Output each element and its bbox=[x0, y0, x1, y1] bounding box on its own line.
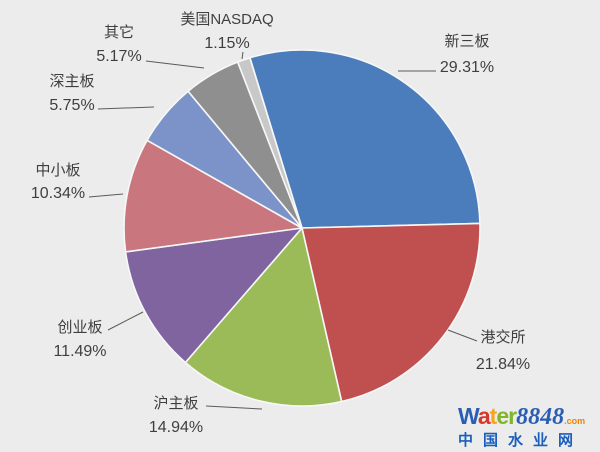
watermark-brand-letter: W bbox=[458, 403, 479, 429]
slice-name-label-2: 沪主板 bbox=[153, 394, 198, 412]
slice-name-label-4: 中小板 bbox=[35, 161, 80, 179]
watermark-brand-letter: e bbox=[496, 403, 509, 429]
slice-pct-label-4: 10.34% bbox=[31, 185, 85, 202]
slice-name-label-3: 创业板 bbox=[57, 318, 102, 336]
slice-pct-label-5: 5.75% bbox=[49, 97, 94, 114]
slice-pct-label-7: 1.15% bbox=[204, 35, 249, 52]
watermark-brand-letter: r bbox=[508, 403, 517, 429]
pie-slice-3 bbox=[124, 227, 303, 364]
slice-leader-line-5 bbox=[97, 106, 155, 110]
slice-pct-label-6: 5.17% bbox=[96, 48, 141, 65]
slice-name-label-0: 新三板 bbox=[444, 32, 489, 50]
watermark-brand-word: Water bbox=[458, 403, 517, 429]
slice-name-label-7: 美国NASDAQ bbox=[180, 11, 273, 28]
pie-slice-2 bbox=[184, 227, 343, 407]
slice-leader-line-3 bbox=[107, 311, 144, 331]
pie-slice-1 bbox=[301, 222, 481, 403]
slice-pct-label-0: 29.31% bbox=[440, 59, 494, 76]
pie-slice-4 bbox=[123, 139, 303, 253]
watermark-brand-number: 8848 bbox=[516, 404, 565, 430]
slice-leader-line-6 bbox=[145, 60, 205, 69]
slice-name-label-5: 深主板 bbox=[49, 72, 94, 90]
slice-name-label-6: 其它 bbox=[104, 23, 134, 41]
watermark-logo: Water8848.com 中国水业网 bbox=[458, 403, 596, 449]
slice-leader-line-2 bbox=[205, 405, 263, 410]
watermark-brand-tld: .com bbox=[564, 416, 586, 426]
pie-slice-7 bbox=[236, 57, 303, 229]
pie-slice-0 bbox=[249, 49, 481, 229]
watermark-brand: Water8848.com bbox=[458, 403, 596, 430]
slice-name-label-1: 港交所 bbox=[480, 328, 525, 346]
watermark-brand-letter: t bbox=[489, 403, 498, 429]
slice-leader-line-1 bbox=[447, 329, 478, 342]
slice-leader-line-7 bbox=[241, 51, 244, 60]
slice-pct-label-2: 14.94% bbox=[149, 419, 203, 436]
watermark-subtitle: 中国水业网 bbox=[458, 432, 584, 449]
watermark-brand-letter: a bbox=[477, 403, 491, 429]
slice-pct-label-1: 21.84% bbox=[476, 356, 530, 373]
slice-pct-label-3: 11.49% bbox=[53, 343, 106, 360]
slice-leader-line-4 bbox=[88, 193, 124, 198]
